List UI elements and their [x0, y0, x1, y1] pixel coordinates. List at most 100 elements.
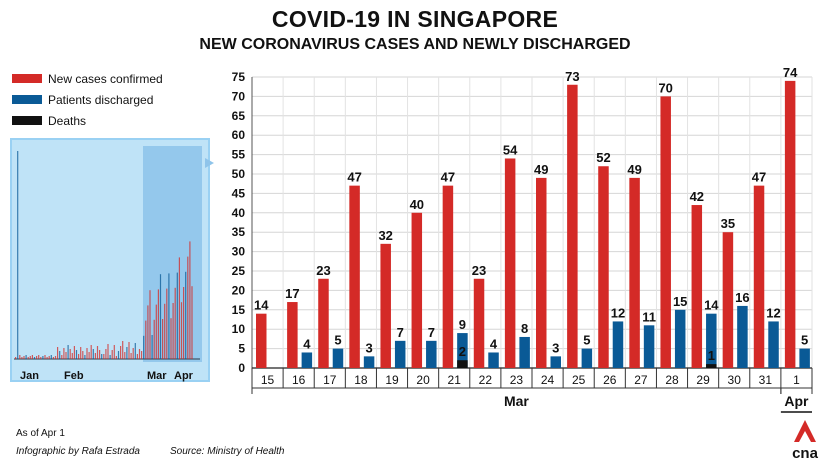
overview-bar — [109, 355, 111, 359]
y-tick-label: 50 — [232, 167, 246, 181]
bar-new-cases — [660, 96, 671, 369]
x-tick-label: 29 — [696, 373, 710, 387]
bar-discharged — [674, 309, 686, 368]
legend-label-deaths: Deaths — [48, 113, 87, 128]
bar-discharged — [519, 336, 530, 368]
bar-discharged — [550, 356, 561, 368]
overview-bar — [174, 287, 176, 359]
y-tick-label: 10 — [232, 322, 246, 336]
data-label-new-cases: 32 — [378, 228, 392, 243]
bar-new-cases — [567, 84, 578, 368]
overview-bar — [78, 354, 80, 359]
overview-bar — [189, 241, 191, 359]
y-tick-label: 35 — [232, 225, 246, 239]
data-label-new-cases: 49 — [534, 162, 548, 177]
overview-bar — [105, 349, 107, 359]
bar-discharged — [457, 333, 468, 368]
overview-bar — [170, 318, 172, 359]
overview-bar — [71, 353, 73, 359]
y-tick-label: 40 — [232, 206, 246, 220]
y-tick-label: 60 — [232, 128, 246, 142]
overview-bar — [27, 357, 29, 359]
overview-bar — [155, 304, 157, 359]
overview-bar — [126, 347, 128, 359]
data-label-new-cases: 23 — [316, 263, 330, 278]
overview-bar — [73, 346, 75, 359]
bar-new-cases — [256, 313, 267, 368]
overview-bar — [103, 354, 105, 359]
data-label-discharged: 12 — [611, 305, 625, 320]
overview-bar — [69, 349, 71, 359]
x-tick-label: 30 — [728, 373, 742, 387]
overview-bar — [185, 271, 187, 359]
bar-new-cases — [598, 166, 609, 368]
data-label-discharged: 9 — [459, 317, 466, 332]
overview-bar — [36, 356, 38, 359]
bar-discharged — [706, 313, 717, 368]
y-tick-label: 75 — [232, 70, 246, 84]
overview-bar — [101, 354, 103, 359]
legend-item-new-cases: New cases confirmed — [12, 68, 163, 89]
y-tick-label: 15 — [232, 303, 246, 317]
bar-discharged — [643, 325, 655, 368]
legend-swatch-deaths — [12, 116, 42, 125]
bar-discharged — [799, 348, 810, 368]
bar-discharged — [426, 340, 437, 368]
overview-bar — [65, 352, 67, 359]
overview-bar — [157, 289, 159, 359]
overview-bar — [38, 355, 40, 359]
data-label-new-cases: 74 — [783, 65, 798, 80]
overview-bar — [67, 345, 69, 359]
data-label-new-cases: 14 — [254, 298, 269, 313]
overview-bar — [42, 356, 44, 359]
overview-bar — [143, 335, 145, 359]
overview-bar — [120, 346, 122, 359]
data-label-new-cases: 17 — [285, 286, 299, 301]
overview-bar — [25, 355, 27, 359]
data-label-discharged: 4 — [490, 336, 498, 351]
overview-bar — [136, 354, 138, 359]
legend-item-deaths: Deaths — [12, 110, 163, 131]
bar-new-cases — [411, 212, 423, 368]
data-label-new-cases: 73 — [565, 69, 579, 84]
overview-bar — [176, 272, 178, 359]
bar-new-cases — [691, 205, 703, 368]
overview-bar — [31, 355, 33, 359]
overview-bar — [164, 303, 166, 359]
bar-new-cases — [287, 302, 298, 368]
overview-bar — [46, 357, 48, 359]
x-tick-label: 16 — [292, 373, 306, 387]
overview-bar — [107, 344, 109, 359]
overview-bar — [40, 357, 42, 359]
overview-bar — [21, 357, 23, 359]
x-tick-label: 15 — [261, 373, 275, 387]
bar-new-cases — [629, 177, 640, 368]
overview-bar — [84, 355, 86, 359]
overview-month-label: Apr — [174, 370, 194, 382]
data-label-discharged: 11 — [642, 309, 656, 324]
bar-new-cases — [349, 185, 360, 368]
data-label-discharged: 7 — [428, 325, 435, 340]
chart-subtitle: NEW CORONAVIRUS CASES AND NEWLY DISCHARG… — [199, 36, 631, 53]
data-label-discharged: 16 — [735, 290, 749, 305]
overview-bar — [19, 355, 21, 359]
overview-bar — [99, 350, 101, 359]
x-tick-label: 17 — [323, 373, 337, 387]
data-label-discharged: 15 — [673, 294, 687, 309]
legend-label-new-cases: New cases confirmed — [48, 71, 163, 86]
x-tick-label: 20 — [416, 373, 430, 387]
bar-new-cases — [722, 232, 734, 368]
overview-bar — [168, 273, 170, 359]
bar-new-cases — [536, 177, 547, 368]
bar-new-cases — [442, 185, 454, 368]
as-of-note: As of Apr 1 — [16, 428, 65, 439]
overview-bar — [128, 342, 130, 359]
data-label-new-cases: 49 — [627, 162, 641, 177]
data-label-discharged: 3 — [365, 340, 372, 355]
data-label-new-cases: 23 — [472, 263, 486, 278]
bar-discharged — [363, 356, 375, 368]
data-label-discharged: 3 — [552, 340, 559, 355]
overview-bar — [134, 343, 136, 359]
x-tick-label: 28 — [665, 373, 679, 387]
x-tick-label: 19 — [385, 373, 399, 387]
